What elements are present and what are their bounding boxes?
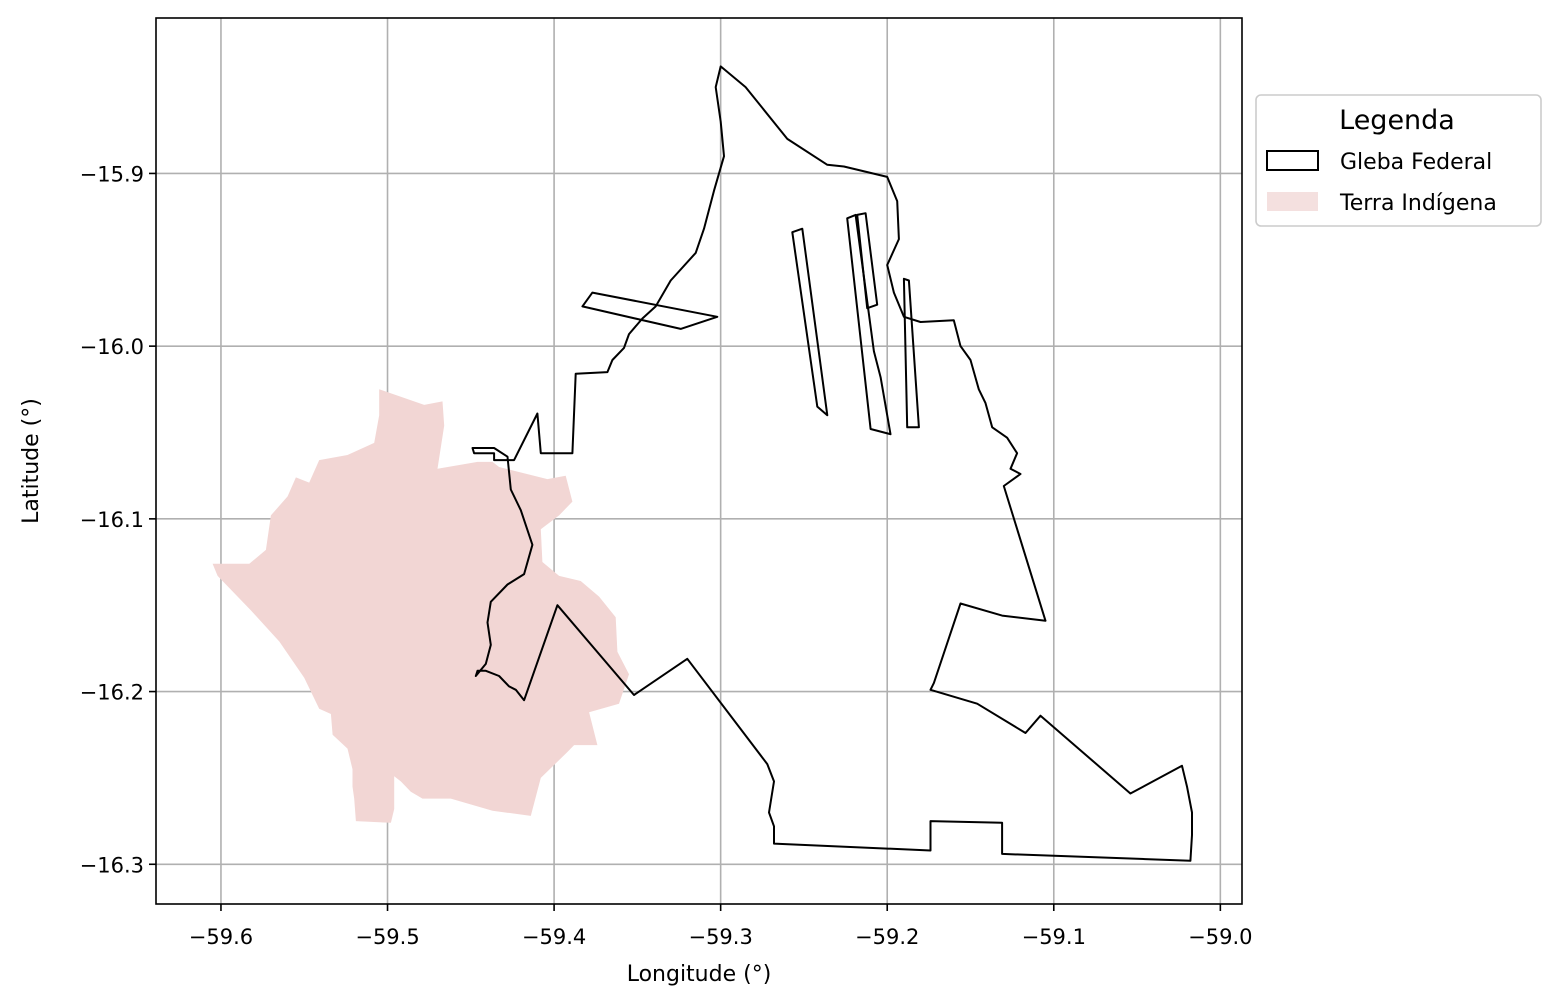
x-axis-label: Longitude (°) [627,962,772,987]
axis-ticks: −59.6 −59.5 −59.4 −59.3 −59.2 −59.1 −59.0 −15.9… [80,162,1253,949]
legend-swatch-gleba [1266,150,1319,171]
y-tick-label: −16.3 [80,853,144,877]
x-tick-label: −59.3 [688,925,752,949]
legend-swatch-indigena [1267,192,1318,211]
x-tick-label: −59.1 [1022,925,1086,949]
y-axis-label: Latitude (°) [19,398,44,524]
legend-label-indigena: Terra Indígena [1339,191,1497,216]
x-tick-label: −59.4 [522,925,586,949]
gleba-federal-polygon [581,291,719,330]
legend-title: Legenda [1339,105,1455,136]
x-tick-label: −59.2 [855,925,919,949]
x-tick-label: −59.6 [189,925,253,949]
terra-indigena-polygon [212,389,629,823]
legend: Legenda Gleba Federal Terra Indígena [1255,94,1542,227]
legend-label-gleba: Gleba Federal [1340,150,1492,175]
y-tick-label: −16.0 [80,335,144,359]
gleba-federal-polygon [471,65,1193,862]
y-tick-label: −16.2 [80,681,144,705]
y-tick-label: −16.1 [80,508,144,532]
y-tick-label: −15.9 [80,162,144,186]
legend-box [1255,94,1542,227]
gleba-federal-polygon [902,277,920,429]
gleba-federal-layer [471,65,1193,862]
terra-indigena-layer [212,389,629,823]
x-tick-label: −59.0 [1188,925,1252,949]
gleba-federal-polygon [791,227,829,417]
gleba-federal-polygon [846,213,892,436]
plot-frame [155,17,1243,905]
x-tick-label: −59.5 [355,925,419,949]
